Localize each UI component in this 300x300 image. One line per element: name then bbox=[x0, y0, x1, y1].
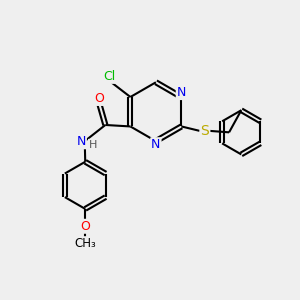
Text: O: O bbox=[94, 92, 104, 105]
Text: N: N bbox=[151, 138, 160, 151]
Text: H: H bbox=[89, 140, 97, 150]
Text: Cl: Cl bbox=[103, 70, 115, 83]
Text: N: N bbox=[76, 135, 86, 148]
Text: CH₃: CH₃ bbox=[74, 237, 96, 250]
Text: O: O bbox=[80, 220, 90, 233]
Text: N: N bbox=[177, 86, 186, 99]
Text: S: S bbox=[201, 124, 209, 138]
